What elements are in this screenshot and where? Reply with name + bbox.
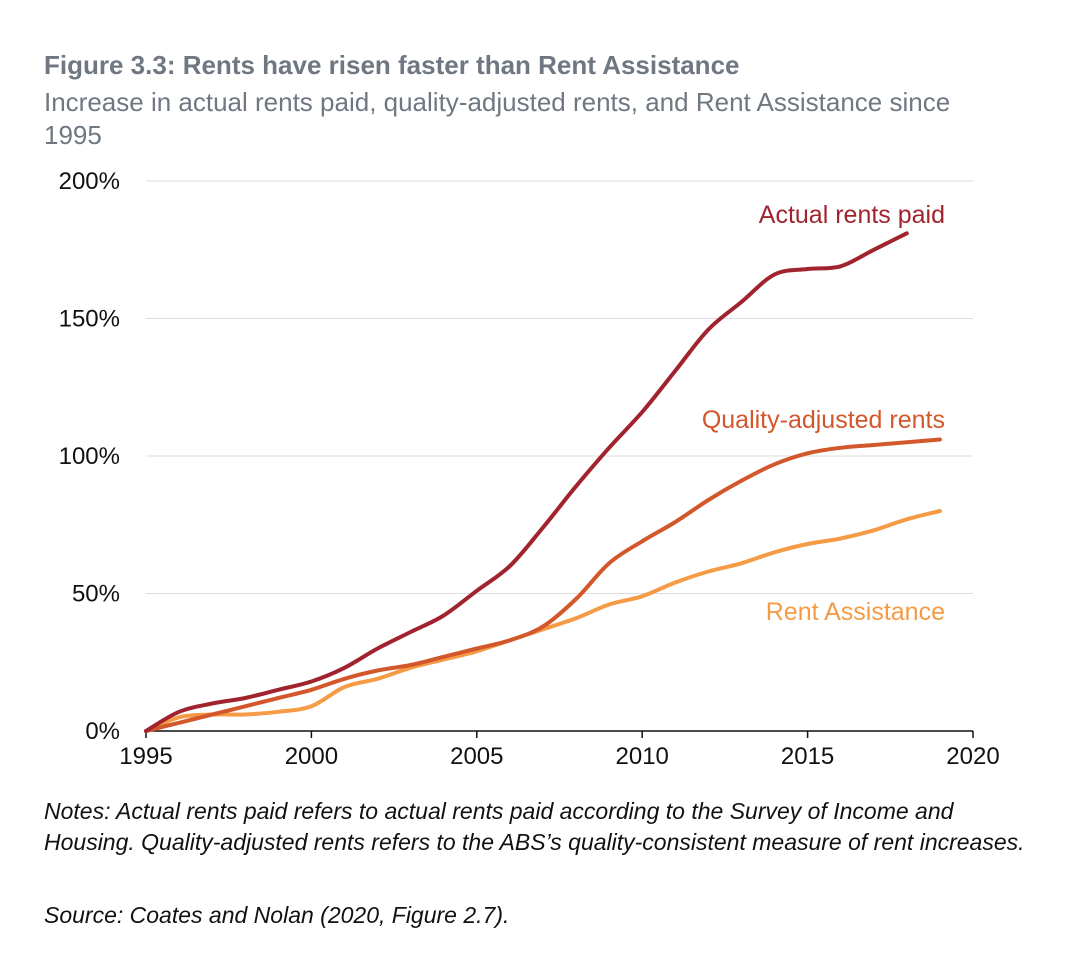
chart-title: Figure 3.3: Rents have risen faster than… [44, 50, 740, 80]
series-line-rent-assistance [144, 509, 942, 733]
series-line-quality-adjusted-rents [144, 437, 942, 733]
y-tick-label: 0% [85, 718, 120, 745]
series-lines [144, 231, 942, 733]
y-tick-label: 200% [59, 168, 120, 195]
series-label-actual-rents-paid: Actual rents paid [759, 201, 945, 229]
y-axis-tick-labels: 0% 50% 100% 150% 200% [59, 168, 120, 745]
x-tick-label: 2020 [946, 743, 999, 770]
series-line-actual-rents-paid [144, 231, 909, 733]
x-tick-label: 2015 [781, 743, 834, 770]
x-tick-label: 2000 [285, 743, 338, 770]
x-tick-label: 1995 [119, 743, 172, 770]
chart-source: Source: Coates and Nolan (2020, Figure 2… [44, 902, 510, 928]
y-tick-label: 50% [72, 581, 120, 608]
series-labels: Actual rents paid Quality-adjusted rents R… [702, 201, 945, 626]
gridlines [146, 180, 973, 594]
chart-notes: Notes: Actual rents paid refers to actua… [44, 798, 1025, 855]
y-tick-label: 100% [59, 443, 120, 470]
chart-subtitle: Increase in actual rents paid, quality-a… [44, 87, 951, 150]
x-tick-label: 2010 [616, 743, 669, 770]
y-tick-label: 150% [59, 306, 120, 333]
series-label-rent-assistance: Rent Assistance [766, 598, 945, 626]
x-axis: 1995 2000 2005 2010 2015 2020 [119, 730, 1000, 770]
series-label-quality-adjusted-rents: Quality-adjusted rents [702, 406, 945, 434]
x-tick-label: 2005 [450, 743, 503, 770]
